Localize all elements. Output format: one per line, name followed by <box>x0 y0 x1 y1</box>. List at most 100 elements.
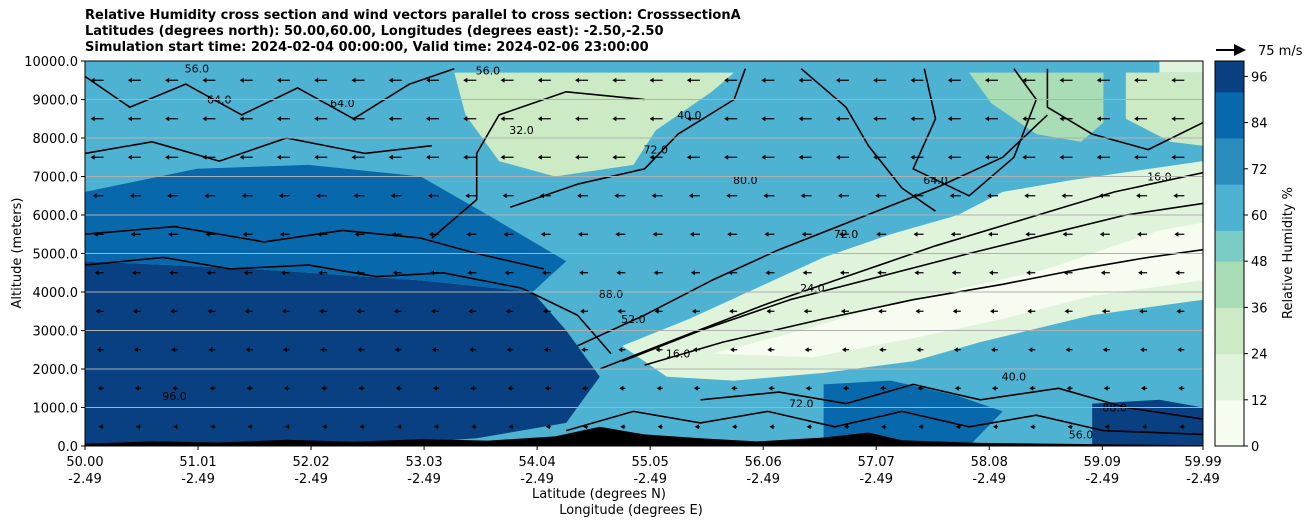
wind-vector-head <box>1096 116 1101 122</box>
wind-vector-head <box>210 424 215 430</box>
wind-vector-head <box>686 116 691 122</box>
wind-vector-head <box>280 270 285 276</box>
wind-vector-head <box>96 347 101 353</box>
contour-label: 40.0 <box>677 109 702 122</box>
wind-vector-head <box>351 77 356 83</box>
wind-vector-head <box>582 385 587 391</box>
rh-region-saturated <box>85 261 600 446</box>
wind-vector-head <box>316 193 321 199</box>
axes: 0.0 1000.0 2000.0 3000.0 4000.0 5000.0 6000.0 7… <box>24 55 1221 487</box>
title-line-1: Relative Humidity cross section and wind… <box>85 8 741 23</box>
wind-vector-head <box>575 154 580 160</box>
wind-vector-head <box>655 347 660 353</box>
colorbar-tick-label: 36 <box>1251 301 1268 316</box>
colorbar-label: Relative Humidity % <box>1281 187 1296 319</box>
wind-vector-head <box>1024 193 1029 199</box>
contour-label: 56.0 <box>1069 428 1094 441</box>
wind-vector-head <box>652 231 657 237</box>
wind-vector-head <box>353 193 358 199</box>
rh-region-driest <box>711 222 1203 358</box>
wind-vector-head <box>1062 231 1067 237</box>
wind-vector-head <box>1173 193 1178 199</box>
wind-vector-head <box>426 77 431 83</box>
wind-vector-head <box>537 116 542 122</box>
colorbar-tick-label: 72 <box>1251 163 1268 178</box>
wind-vector-head <box>502 193 507 199</box>
y-tick-label: 4000.0 <box>33 286 79 301</box>
wind-vector-head <box>1099 231 1104 237</box>
wind-vector-head <box>354 231 359 237</box>
wind-vector-head <box>1134 154 1139 160</box>
wind-vector-head <box>724 154 729 160</box>
rh-region-dry-wedge <box>622 161 1203 381</box>
wind-vector-head <box>985 77 990 83</box>
wind-vector-head <box>1137 231 1142 237</box>
contour-label: 16.0 <box>666 347 691 360</box>
wind-vector-head <box>764 231 769 237</box>
wind-vector-head <box>992 385 997 391</box>
wind-vector-head <box>127 77 132 83</box>
wind-vector-head <box>798 77 803 83</box>
wind-vector-head <box>132 308 137 314</box>
wind-vector-head <box>465 193 470 199</box>
colorbar-band <box>1215 292 1244 308</box>
wind-vector-head <box>318 270 323 276</box>
wind-vector-head <box>396 424 401 430</box>
wind-vector-head <box>917 385 922 391</box>
x-tick-label-lon: -2.49 <box>746 472 780 487</box>
wind-vector-head <box>947 77 952 83</box>
wind-vector-head <box>689 231 694 237</box>
y-tick-label: 2000.0 <box>33 363 79 378</box>
rh-region-dry-upper-right <box>1125 72 1203 146</box>
wind-vector-head <box>508 424 513 430</box>
wind-vector-head <box>724 77 729 83</box>
x-tick-label-lat: 58.08 <box>971 455 1008 470</box>
y-axis-label: Altitude (meters) <box>10 198 25 309</box>
wind-vector-head <box>239 77 244 83</box>
wind-vector-head <box>947 154 952 160</box>
x-tick-label-lon: -2.49 <box>407 472 441 487</box>
colorbar-frame <box>1214 60 1245 447</box>
wind-vector-head <box>471 424 476 430</box>
wind-vector-head <box>876 231 881 237</box>
wind-vector-head <box>798 154 803 160</box>
x-tick-label-lat: 57.07 <box>858 455 895 470</box>
contour-line <box>621 202 1203 363</box>
y-tick-label: 8000.0 <box>33 132 79 147</box>
contour-line <box>85 67 455 120</box>
colorbar-band <box>1215 153 1244 170</box>
colorbar-band <box>1215 399 1244 416</box>
wind-vector-head <box>800 193 805 199</box>
wind-vector-head <box>835 116 840 122</box>
wind-vector-head <box>278 193 283 199</box>
wind-vector-head <box>985 116 990 122</box>
contour-line <box>599 171 1203 370</box>
wind-vector-head <box>1138 270 1143 276</box>
wind-vector-head <box>391 231 396 237</box>
wind-vector-head <box>276 116 281 122</box>
wind-vector-head <box>1101 308 1106 314</box>
wind-vector-head <box>388 154 393 160</box>
wind-vector-head <box>987 193 992 199</box>
wind-vector-head <box>575 116 580 122</box>
wind-vector-head <box>875 193 880 199</box>
wind-vector-head <box>505 308 510 314</box>
wind-vector-head <box>881 424 886 430</box>
wind-vector-head <box>469 347 474 353</box>
y-tick-label: 5000.0 <box>33 248 79 263</box>
colorbar-band <box>1215 245 1244 262</box>
wind-vector-head <box>1063 270 1068 276</box>
wind-vector-head <box>431 308 436 314</box>
colorbar-band <box>1215 307 1244 324</box>
x-tick-label-lon: -2.49 <box>181 472 215 487</box>
wind-vector-head <box>612 77 617 83</box>
x-tick-label-lon: -2.49 <box>972 472 1006 487</box>
x-tick-label-lat: 54.04 <box>519 455 556 470</box>
wind-vector-head <box>466 231 471 237</box>
wind-vector-head <box>838 231 843 237</box>
wind-vector-head <box>319 308 324 314</box>
wind-vector-head <box>98 424 103 430</box>
wind-vector-head <box>127 154 132 160</box>
wind-vector-head <box>1026 270 1031 276</box>
wind-vector-head <box>545 424 550 430</box>
